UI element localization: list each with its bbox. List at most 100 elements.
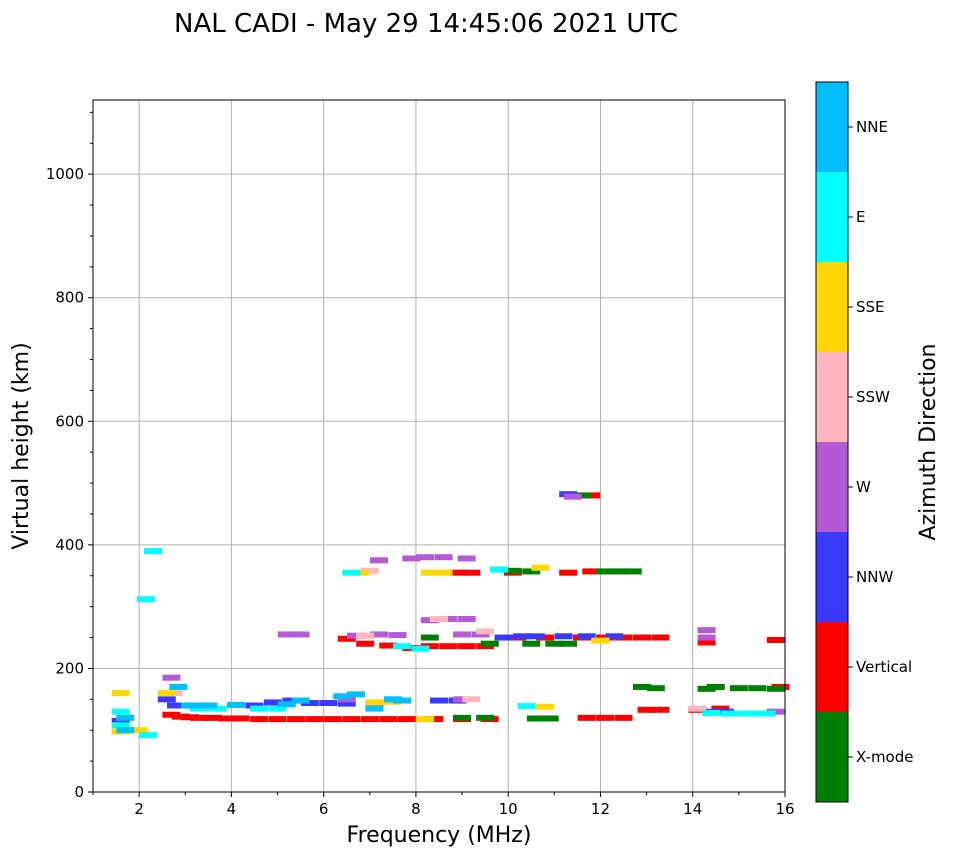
- data-point-e: [739, 710, 758, 717]
- data-point-nnw: [263, 699, 282, 706]
- data-point-nnw: [157, 696, 176, 703]
- data-point-vertical: [286, 716, 305, 723]
- data-point-x-mode: [522, 640, 541, 647]
- data-point-nne: [227, 701, 246, 708]
- data-point-e: [702, 709, 721, 716]
- data-point-w: [162, 674, 181, 681]
- data-point-x-mode: [526, 715, 545, 722]
- y-axis-label: Virtual height (km): [9, 342, 34, 549]
- data-point-sse: [531, 564, 550, 571]
- data-point-ssw: [430, 616, 448, 622]
- data-point-sse: [536, 703, 555, 710]
- data-point-e: [190, 705, 209, 712]
- colorbar-swatch: [816, 352, 848, 442]
- data-point-vertical: [457, 643, 476, 650]
- data-point-ssw: [462, 696, 481, 703]
- data-point-vertical: [162, 711, 181, 718]
- data-point-ssw: [356, 632, 375, 639]
- data-point-ssw: [688, 705, 707, 712]
- data-point-nnw: [300, 700, 319, 707]
- data-point-w: [766, 708, 785, 715]
- data-point-vertical: [632, 634, 651, 641]
- data-point-e: [489, 566, 508, 573]
- data-point-e: [111, 722, 130, 729]
- data-point-vertical: [379, 642, 398, 649]
- data-point-vertical: [711, 705, 730, 712]
- data-point-w: [457, 616, 476, 622]
- y-tick-label: 200: [55, 659, 84, 677]
- data-point-vertical: [397, 716, 416, 723]
- data-point-sse: [157, 690, 176, 697]
- azimuth-colorbar: X-mode Vertical NNW W SSW SSE E NNE: [815, 81, 913, 803]
- data-point-vertical: [651, 634, 670, 641]
- data-point-sse: [130, 727, 149, 734]
- chart-title: NAL CADI - May 29 14:45:06 2021 UTC: [174, 9, 678, 39]
- data-point-nnw: [319, 700, 338, 707]
- data-point-vertical: [582, 492, 601, 499]
- x-tick-label: 2: [134, 800, 144, 818]
- data-point-w: [457, 555, 476, 562]
- plot-area: [93, 100, 785, 792]
- colorbar-swatch: [816, 622, 848, 712]
- colorbar-swatch: [816, 712, 848, 802]
- data-point-vertical: [651, 706, 670, 713]
- colorbar-swatch: [816, 82, 848, 172]
- data-point-vertical: [439, 643, 458, 650]
- data-point-nne: [277, 701, 296, 708]
- data-point-vertical: [203, 714, 222, 721]
- data-point-vertical: [577, 714, 596, 721]
- colorbar-label: Azimuth Direction: [916, 343, 941, 540]
- data-point-vertical: [402, 645, 421, 652]
- data-point-vertical: [337, 635, 356, 642]
- x-tick-label: 14: [683, 800, 702, 818]
- data-point-w: [453, 631, 472, 638]
- data-point-w: [420, 617, 439, 624]
- data-point-w: [434, 554, 453, 561]
- data-point-x-mode: [623, 568, 642, 575]
- data-point-vertical: [190, 714, 209, 721]
- colorbar-swatch: [816, 172, 848, 262]
- data-point-sse: [416, 716, 435, 723]
- colorbar-swatch: [816, 442, 848, 532]
- data-point-sse: [420, 569, 439, 576]
- data-point-nnw: [245, 702, 264, 709]
- data-point-vertical: [231, 715, 250, 722]
- data-point-vertical: [379, 716, 398, 723]
- data-point-ssw: [360, 567, 379, 574]
- colorbar-swatch: [816, 262, 848, 352]
- data-point-vertical: [462, 569, 481, 576]
- data-point-e: [268, 705, 287, 712]
- data-point-nne: [199, 702, 218, 709]
- data-point-x-mode: [545, 640, 564, 647]
- y-tick-label: 1000: [46, 165, 84, 183]
- data-point-vertical: [582, 568, 601, 575]
- data-point-e: [411, 645, 430, 652]
- data-point-x-mode: [596, 568, 615, 575]
- data-point-x-mode: [420, 634, 439, 641]
- data-point-vertical: [697, 639, 716, 646]
- data-point-x-mode: [503, 567, 522, 574]
- data-point-vertical: [536, 634, 555, 641]
- data-point-nne: [169, 683, 188, 690]
- x-axis-label: Frequency (MHz): [347, 823, 532, 848]
- data-point-nne: [346, 691, 365, 698]
- x-tick-label: 8: [411, 800, 421, 818]
- data-point-e: [208, 705, 227, 712]
- data-point-nnw: [554, 633, 573, 640]
- colorbar-tick-label: SSW: [856, 388, 890, 406]
- data-point-x-mode: [766, 685, 785, 692]
- data-point-w: [370, 557, 389, 564]
- data-point-vertical: [217, 715, 236, 722]
- data-point-x-mode: [697, 685, 716, 692]
- data-point-sse: [365, 699, 384, 706]
- data-point-w: [346, 632, 365, 639]
- colorbar-tick-label: NNE: [856, 118, 888, 136]
- data-point-vertical: [596, 634, 615, 641]
- x-tick-label: 6: [319, 800, 329, 818]
- data-point-nnw: [337, 700, 356, 707]
- data-point-w: [277, 631, 296, 638]
- data-point-sse: [434, 569, 453, 576]
- data-point-nnw: [494, 634, 513, 641]
- data-marks: [111, 491, 790, 739]
- data-point-vertical: [766, 637, 785, 644]
